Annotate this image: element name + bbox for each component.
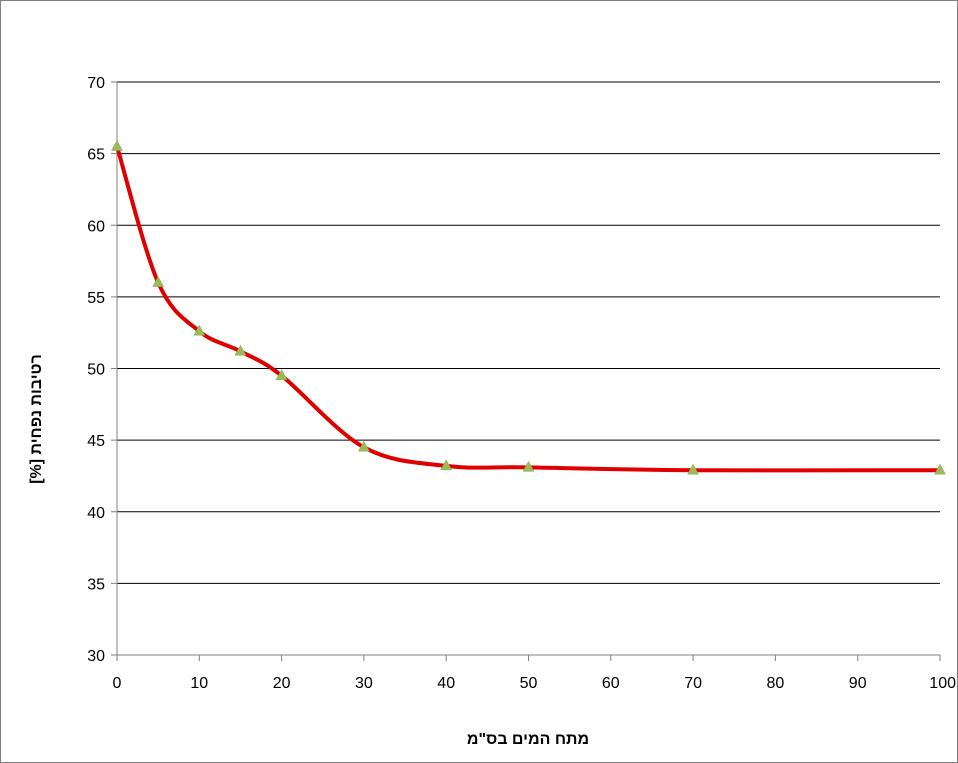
x-axis-title: מתח המים בס"מ — [467, 731, 589, 748]
x-tick-label-100: 100 — [929, 675, 956, 692]
x-tick-label-80: 80 — [767, 675, 785, 692]
x-tick-label-60: 60 — [602, 675, 620, 692]
y-tick-label-40: 40 — [87, 505, 105, 522]
axis-layer — [111, 81, 941, 661]
x-tick-label-0: 0 — [113, 675, 122, 692]
grid-layer — [117, 81, 940, 584]
y-tick-label-60: 60 — [87, 218, 105, 235]
y-tick-label-50: 50 — [87, 362, 105, 379]
data-point-100 — [934, 463, 946, 475]
y-tick-label-45: 45 — [87, 433, 105, 450]
y-tick-label-70: 70 — [87, 75, 105, 92]
y-tick-label-30: 30 — [87, 648, 105, 665]
series-line-layer — [115, 144, 942, 473]
x-tick-label-40: 40 — [437, 675, 455, 692]
y-tick-label-55: 55 — [87, 290, 105, 307]
data-point-5 — [152, 276, 165, 287]
data-point-30 — [357, 440, 370, 452]
data-point-20 — [275, 369, 288, 380]
x-tick-label-30: 30 — [355, 675, 373, 692]
x-tick-label-10: 10 — [190, 675, 208, 692]
y-tick-label-65: 65 — [87, 147, 105, 164]
x-tick-label-90: 90 — [849, 675, 867, 692]
data-point-70 — [687, 463, 700, 475]
data-point-15 — [234, 344, 247, 356]
x-tick-label-70: 70 — [684, 675, 702, 692]
marker-layer — [111, 139, 946, 475]
series-line-0 — [115, 144, 942, 473]
tick-label-layer: 30 35 40 45 50 55 60 65 70 0 10 20 30 40 50 60 70 80 90 100 — [87, 75, 956, 692]
data-point-50 — [522, 460, 535, 472]
y-axis-title: רטיבות נפחית [%] — [28, 354, 45, 484]
data-point-40 — [440, 459, 453, 471]
data-point-10 — [193, 324, 206, 336]
x-tick-label-20: 20 — [273, 675, 291, 692]
data-point-0 — [111, 139, 123, 151]
x-tick-label-50: 50 — [520, 675, 538, 692]
y-tick-label-35: 35 — [87, 576, 105, 593]
